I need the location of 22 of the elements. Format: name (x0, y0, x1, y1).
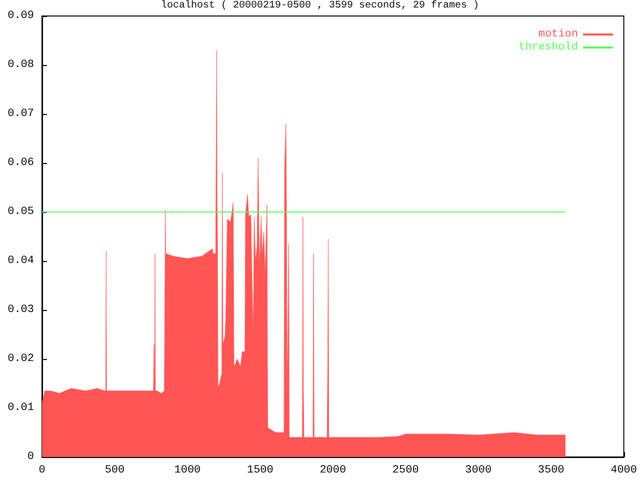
x-tick-label: 1500 (246, 464, 274, 476)
y-tick-label: 0 (27, 451, 34, 463)
y-tick-label: 0.02 (8, 353, 34, 365)
x-tick-label: 4000 (610, 464, 637, 476)
x-tick-label: 2000 (320, 464, 346, 476)
x-tick-label: 2500 (392, 464, 419, 476)
y-tick-label: 0.04 (8, 255, 34, 267)
y-tick-label: 0.08 (8, 59, 34, 71)
legend-label: motion (538, 28, 578, 40)
x-tick-label: 0 (38, 464, 46, 476)
x-tick-label: 3500 (538, 464, 564, 476)
y-tick-label: 0.03 (8, 304, 34, 316)
x-tick-label: 1000 (174, 464, 201, 476)
y-tick-label: 0.09 (8, 10, 34, 22)
x-tick-label: 3000 (465, 464, 492, 476)
x-tick-label: 500 (104, 464, 125, 476)
legend-label: threshold (518, 42, 578, 54)
chart-title: localhost ( 20000219-0500 , 3599 seconds, 29 frames ) (160, 0, 480, 12)
y-tick-label: 0.06 (8, 157, 34, 169)
y-tick-label: 0.05 (8, 206, 34, 218)
y-tick-label: 0.07 (8, 108, 34, 120)
y-tick-label: 0.01 (8, 402, 34, 414)
